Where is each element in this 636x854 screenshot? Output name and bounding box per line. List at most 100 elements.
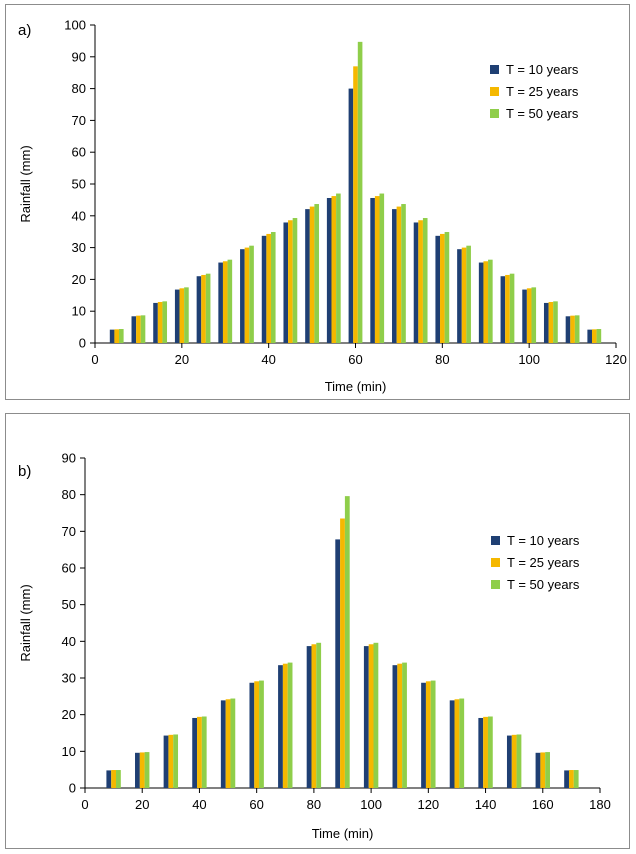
chart-b-bar-series-2 bbox=[311, 644, 317, 788]
chart-b-bar-series-3 bbox=[573, 770, 579, 788]
chart-b-legend-swatch-2 bbox=[491, 558, 500, 567]
chart-b-legend-label-1: T = 10 years bbox=[507, 533, 580, 548]
chart-b-bar-series-3 bbox=[259, 680, 264, 788]
chart-a-x-tick-label: 0 bbox=[91, 352, 98, 367]
chart-b-bar-series-3 bbox=[516, 734, 522, 788]
chart-a-bar-series-1 bbox=[305, 209, 310, 343]
chart-b-bar-series-1 bbox=[421, 682, 426, 788]
chart-a-bar-series-3 bbox=[162, 301, 168, 343]
chart-a-bar-series-2 bbox=[179, 288, 185, 343]
chart-b-bar-series-2 bbox=[454, 699, 460, 788]
chart-b-bar-series-3 bbox=[316, 642, 322, 788]
chart-a-svg: a) 0 10 20 30 40 50 60 70 80 90 100 0 20 40 60 80 100 120 R… bbox=[18, 18, 627, 395]
chart-a-bar-series-1 bbox=[196, 276, 202, 343]
chart-a-bar-series-2 bbox=[418, 220, 423, 343]
chart-a-bar-series-2 bbox=[136, 315, 141, 343]
chart-b-legend-label-2: T = 25 years bbox=[507, 555, 580, 570]
chart-b-legend-swatch-1 bbox=[491, 536, 500, 545]
chart-b-bar-series-2 bbox=[111, 770, 117, 788]
chart-b-bar-series-1 bbox=[135, 752, 140, 788]
chart-a-bar-series-3 bbox=[379, 193, 385, 343]
chart-a-bar-series-3 bbox=[466, 245, 471, 343]
chart-a-bar-series-1 bbox=[131, 316, 137, 343]
chart-a-x-tick-label: 60 bbox=[348, 352, 362, 367]
chart-a-bar-series-1 bbox=[543, 302, 549, 343]
chart-a-legend-label-1: T = 10 years bbox=[506, 62, 579, 77]
chart-a-bar-series-2 bbox=[440, 233, 445, 343]
chart-b-bar-series-1 bbox=[106, 770, 112, 788]
chart-b-y-axis-label: Rainfall (mm) bbox=[18, 584, 33, 661]
chart-a-bar-series-3 bbox=[574, 315, 580, 343]
chart-b-x-tick-label: 120 bbox=[417, 797, 439, 812]
chart-a-bar-series-2 bbox=[222, 261, 228, 343]
chart-a-bar-series-1 bbox=[370, 197, 375, 343]
chart-a-bar-series-2 bbox=[266, 233, 271, 343]
chart-a-bar-series-1 bbox=[413, 222, 419, 343]
chart-a-bar-series-3 bbox=[509, 273, 515, 343]
chart-b-y-tick-label: 0 bbox=[69, 781, 76, 796]
chart-b-bar-series-2 bbox=[197, 716, 202, 788]
chart-a-bar-series-2 bbox=[548, 301, 554, 343]
chart-a-y-tick-label: 70 bbox=[72, 113, 86, 128]
chart-a-bar-series-1 bbox=[500, 276, 506, 343]
chart-a-bar-series-2 bbox=[374, 196, 380, 343]
chart-b-y-tick-label: 40 bbox=[62, 634, 76, 649]
chart-b-y-tick-label: 90 bbox=[62, 451, 76, 466]
chart-a-bar-series-3 bbox=[227, 259, 233, 343]
chart-b-bar-series-2 bbox=[425, 681, 431, 788]
chart-a-y-tick-label: 100 bbox=[64, 18, 86, 33]
chart-a-bar-series-1 bbox=[174, 289, 180, 343]
chart-b-bar-series-2 bbox=[168, 734, 174, 788]
chart-b-bar-series-3 bbox=[144, 752, 150, 788]
chart-b-bar-series-3 bbox=[230, 698, 236, 788]
chart-a-x-tick-label: 40 bbox=[261, 352, 275, 367]
chart-a-bar-series-1 bbox=[348, 88, 354, 343]
chart-b-bar-series-1 bbox=[392, 665, 398, 788]
chart-a-bar-series-2 bbox=[114, 329, 120, 343]
chart-a-bar-series-2 bbox=[591, 329, 597, 343]
chart-a-bar-series-1 bbox=[218, 262, 223, 343]
chart-b-bar-series-1 bbox=[335, 539, 341, 788]
chart-a-bar-series-3 bbox=[336, 193, 341, 343]
chart-b-x-tick-label: 100 bbox=[360, 797, 382, 812]
chart-a-bar-series-1 bbox=[457, 249, 462, 343]
chart-b-bar-series-1 bbox=[220, 700, 226, 788]
chart-a-x-axis-label: Time (min) bbox=[325, 379, 387, 394]
chart-b-bar-series-2 bbox=[511, 734, 517, 788]
chart-b-x-tick-label: 40 bbox=[192, 797, 206, 812]
chart-b-legend-label-3: T = 50 years bbox=[507, 577, 580, 592]
chart-a-bar-series-3 bbox=[596, 329, 602, 343]
chart-b-y-tick-label: 70 bbox=[62, 524, 76, 539]
chart-a-bar-series-1 bbox=[522, 289, 527, 343]
chart-b-bar-series-1 bbox=[535, 752, 541, 788]
chart-a-legend-swatch-1 bbox=[490, 65, 499, 74]
chart-a-legend-label-3: T = 50 years bbox=[506, 106, 579, 121]
chart-b-bar-series-2 bbox=[340, 518, 345, 788]
chart-b-x-tick-label: 180 bbox=[589, 797, 611, 812]
chart-b-legend-swatch-3 bbox=[491, 580, 500, 589]
chart-b-bar-series-3 bbox=[373, 642, 379, 788]
chart-b-y-tick-label: 60 bbox=[62, 561, 76, 576]
chart-b-bar-series-3 bbox=[344, 496, 350, 788]
chart-a-y-tick-label: 30 bbox=[72, 240, 86, 255]
chart-a-y-tick-label: 60 bbox=[72, 145, 86, 160]
chart-b-y-tick-label: 20 bbox=[62, 707, 76, 722]
chart-b-bar-series-3 bbox=[402, 662, 407, 788]
chart-b-bar-series-2 bbox=[225, 699, 231, 788]
chart-a-bar-series-2 bbox=[570, 315, 575, 343]
chart-a-bar-series-2 bbox=[483, 261, 489, 343]
chart-b-y-tick-label: 30 bbox=[62, 671, 76, 686]
chart-a-x-tick-label: 20 bbox=[175, 352, 189, 367]
chart-a-y-tick-label: 90 bbox=[72, 49, 86, 64]
chart-b-x-axis-label: Time (min) bbox=[312, 826, 374, 841]
chart-a-bar-series-1 bbox=[153, 302, 158, 343]
chart-panel-b: b) 0 10 20 30 40 50 60 70 80 90 0 20 40 60 80 100 120 140 1… bbox=[5, 413, 630, 849]
chart-a-y-tick-label: 40 bbox=[72, 208, 86, 223]
chart-a-bar-series-2 bbox=[353, 66, 358, 343]
chart-a-bar-series-2 bbox=[526, 288, 532, 343]
chart-b-x-tick-label: 140 bbox=[475, 797, 497, 812]
chart-a-legend-label-2: T = 25 years bbox=[506, 84, 579, 99]
chart-a-bar-series-3 bbox=[488, 259, 493, 343]
chart-b-bar-series-1 bbox=[278, 665, 283, 788]
chart-b-bar-series-2 bbox=[483, 716, 488, 788]
